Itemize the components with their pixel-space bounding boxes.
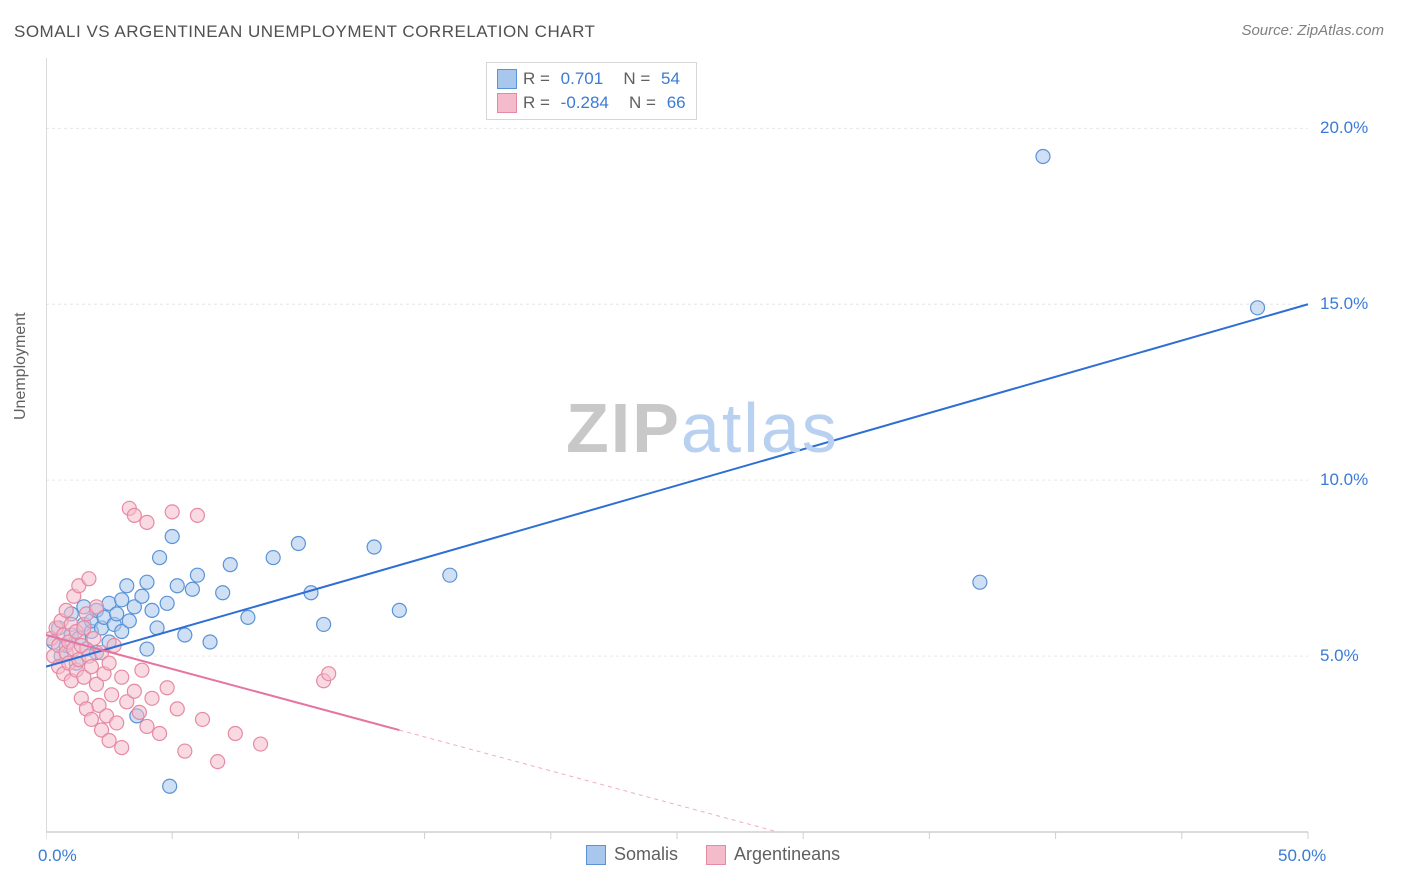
legend-item-argentineans: Argentineans <box>706 844 840 865</box>
y-tick-label: 5.0% <box>1320 646 1359 666</box>
legend-row-argentineans: R = -0.284 N = 66 <box>497 91 686 115</box>
chart-title: SOMALI VS ARGENTINEAN UNEMPLOYMENT CORRE… <box>14 22 595 42</box>
legend-row-somalis: R = 0.701 N = 54 <box>497 67 686 91</box>
n-label: N = <box>609 67 655 91</box>
n-value-somalis: 54 <box>661 67 680 91</box>
series-legend: Somalis Argentineans <box>586 844 840 865</box>
n-value-argentineans: 66 <box>667 91 686 115</box>
legend-swatch-somalis-bottom <box>586 845 606 865</box>
r-value-somalis: 0.701 <box>561 67 604 91</box>
legend-swatch-somalis <box>497 69 517 89</box>
plot-area: ZIPatlas R = 0.701 N = 54 R = -0.284 N =… <box>46 58 1386 858</box>
legend-swatch-argentineans-bottom <box>706 845 726 865</box>
correlation-legend: R = 0.701 N = 54 R = -0.284 N = 66 <box>486 62 697 120</box>
y-axis-label: Unemployment <box>12 312 30 420</box>
legend-label-somalis: Somalis <box>614 844 678 865</box>
x-tick-label: 0.0% <box>38 846 77 866</box>
y-tick-label: 20.0% <box>1320 118 1368 138</box>
x-tick-label: 50.0% <box>1278 846 1326 866</box>
legend-label-argentineans: Argentineans <box>734 844 840 865</box>
y-tick-label: 15.0% <box>1320 294 1368 314</box>
r-label: R = <box>523 67 555 91</box>
r-label: R = <box>523 91 555 115</box>
chart-container: SOMALI VS ARGENTINEAN UNEMPLOYMENT CORRE… <box>0 0 1406 892</box>
n-label: N = <box>615 91 661 115</box>
legend-swatch-argentineans <box>497 93 517 113</box>
source-attribution: Source: ZipAtlas.com <box>1241 22 1384 39</box>
r-value-argentineans: -0.284 <box>561 91 609 115</box>
scatter-plot-svg <box>46 58 1388 872</box>
y-tick-label: 10.0% <box>1320 470 1368 490</box>
legend-item-somalis: Somalis <box>586 844 678 865</box>
